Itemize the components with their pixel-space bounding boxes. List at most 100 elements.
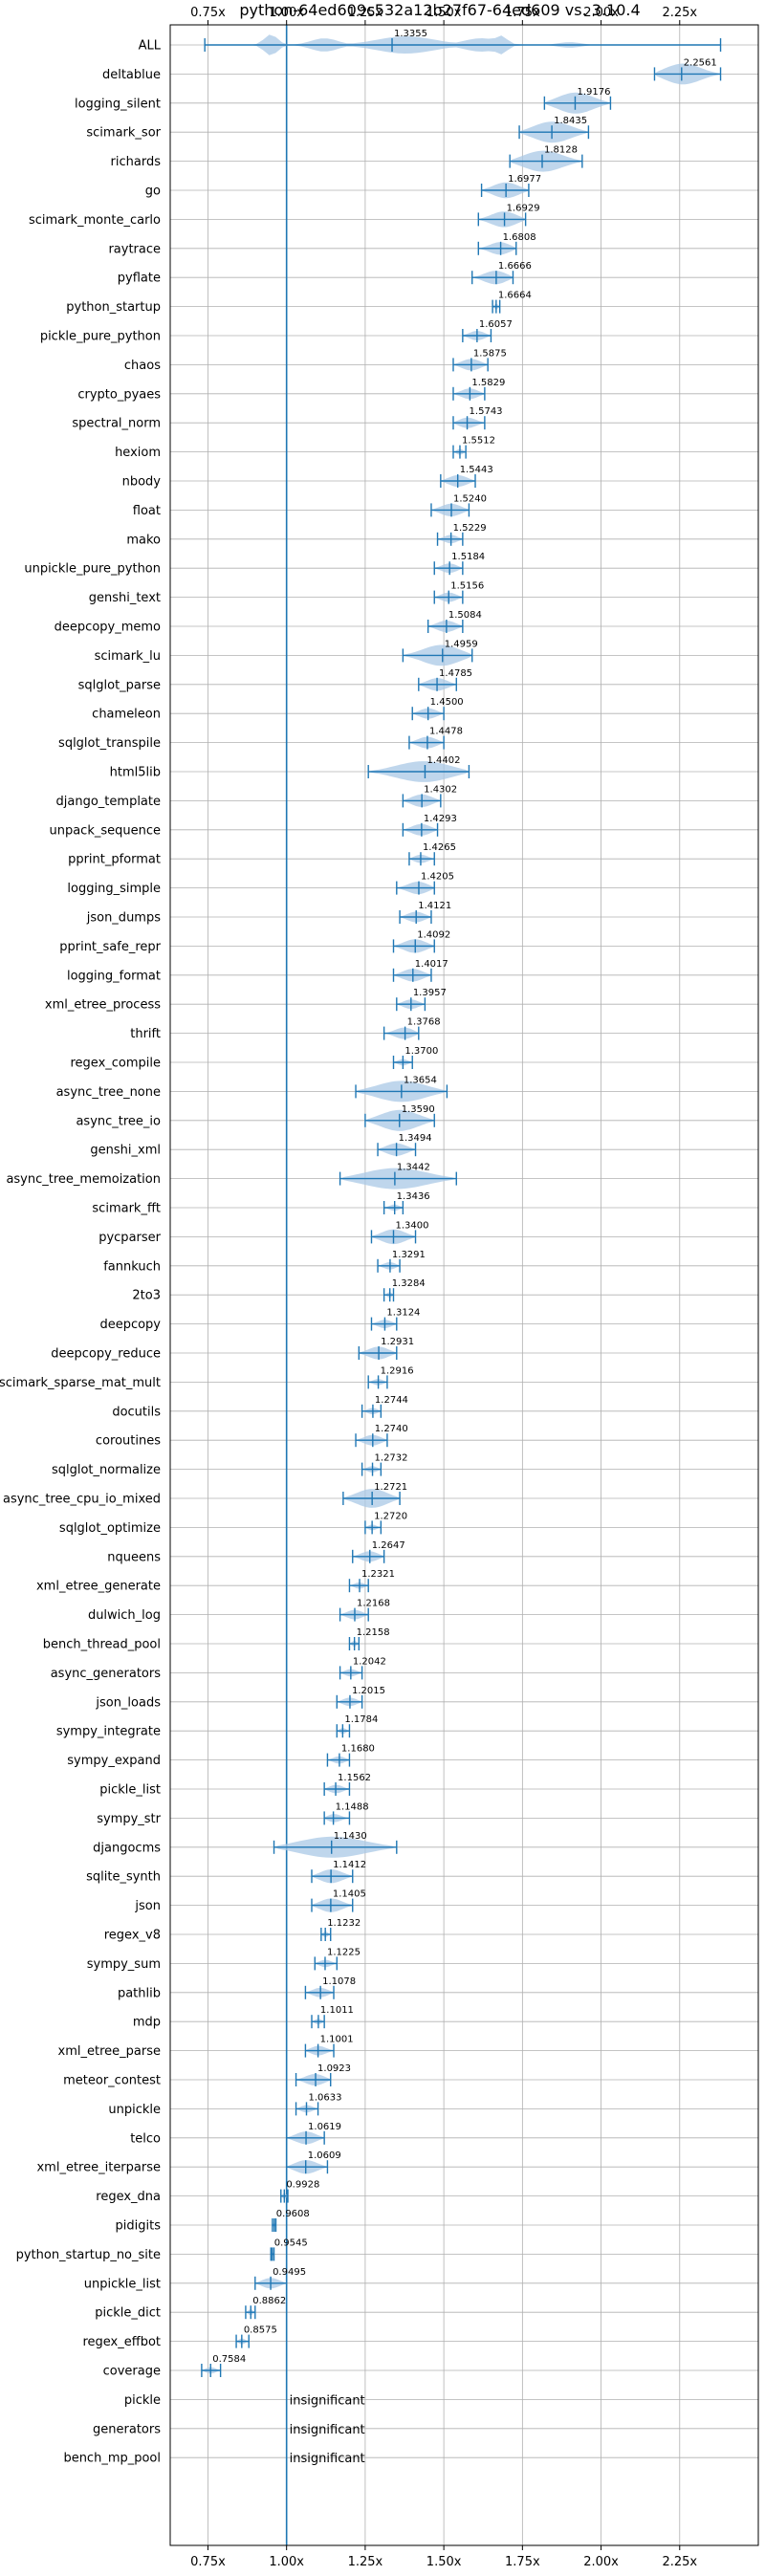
violin-pyflate: 1.6666 [471,261,532,285]
benchmark-label: pathlib [118,1986,161,2000]
benchmark-label: pickle_dict [95,2306,161,2321]
x-tick-label-top: 1.00x [269,6,304,20]
plot-frame [169,24,759,2546]
value-label: 1.2916 [381,1365,414,1376]
violin-pickle_list: 1.1562 [323,1773,371,1796]
value-label: 0.9928 [286,2180,319,2191]
violin-pickle_pure_python: 1.6057 [462,319,513,342]
benchmark-label: logging_format [67,969,161,983]
violin-regex_dna: 0.9928 [280,2180,319,2203]
value-label: 1.2744 [375,1395,408,1406]
benchmark-label: 2to3 [132,1289,161,1303]
value-label: 1.6977 [508,174,541,185]
value-label: 1.1011 [320,2005,354,2016]
violin-sympy_str: 1.1488 [323,1801,369,1825]
benchmark-labels: ALL deltablue logging_silent scimark_sorric… [0,39,162,2466]
violin-json_dumps: 1.4121 [399,901,451,924]
benchmark-label: scimark_sor [86,126,161,141]
value-label: 1.2647 [372,1540,405,1551]
value-label: 1.3291 [392,1250,426,1260]
benchmark-label: go [145,185,161,199]
violin-deepcopy_memo: 1.5084 [426,610,482,633]
benchmark-label: fannkuch [103,1259,161,1274]
benchmark-label: nbody [122,475,162,490]
benchmark-label: bench_mp_pool [63,2452,161,2466]
benchmark-label: django_template [56,795,161,809]
value-label: 1.6057 [479,319,513,330]
violin-xml_etree_parse: 1.1001 [304,2035,354,2058]
x-tick-label-bottom: 1.25x [348,2555,383,2569]
value-label: 1.4500 [430,697,464,708]
violin-telco: 1.0619 [285,2122,341,2145]
value-label: 1.1078 [322,1976,356,1987]
value-label: 1.2721 [374,1482,407,1493]
value-label: 1.3284 [392,1278,426,1289]
violin-chameleon: 1.4500 [411,697,464,721]
violin-json_loads: 1.2015 [336,1686,385,1709]
value-label: 1.5184 [451,552,485,562]
violin-async_tree_memoization: 1.3442 [339,1163,457,1190]
value-label: 1.4205 [421,872,454,883]
violin-regex_v8: 1.1232 [320,1918,361,1941]
benchmark-label: python_startup_no_site [16,2248,161,2262]
benchmark-label: chameleon [92,708,161,722]
benchmark-label: sympy_integrate [56,1725,161,1739]
benchmark-label: regex_compile [70,1057,161,1071]
benchmark-label: dulwich_log [88,1608,161,1623]
benchmark-label: docutils [112,1405,161,1419]
x-tick-label-bottom: 1.50x [426,2555,462,2569]
benchmark-label: json_loads [95,1695,161,1710]
value-label: 1.4785 [439,668,472,679]
value-label: 1.4121 [418,901,451,911]
benchmark-label: unpickle_list [84,2277,161,2291]
value-label: 1.6664 [498,291,532,301]
value-label: 1.1680 [341,1744,375,1755]
benchmark-label: pickle_list [99,1783,161,1798]
value-label: 1.1562 [338,1773,371,1783]
violin-pprint_pformat: 1.4265 [408,842,456,866]
value-label: 1.2015 [352,1686,385,1696]
violin-async_tree_cpu_io_mixed: 1.2721 [342,1482,407,1508]
benchmark-label: async_tree_none [56,1085,161,1100]
violin-docutils: 1.2744 [361,1395,408,1418]
value-label: 0.9608 [276,2209,310,2219]
violin-django_template: 1.4302 [402,784,457,808]
value-label: 1.3494 [399,1133,432,1144]
value-label: 1.4293 [424,814,457,824]
benchmark-label: crypto_pyaes [77,387,161,402]
violin-regex_effbot: 0.8575 [235,2325,277,2348]
value-label: 1.0619 [308,2122,341,2132]
benchmark-label: hexiom [115,446,161,460]
benchmark-label: mdp [133,2016,161,2030]
value-label: 0.9495 [273,2267,306,2278]
value-label: 1.4017 [415,959,448,970]
violin-pidigits: 0.9608 [272,2209,310,2232]
value-label: 1.5156 [450,581,484,592]
x-tick-label-top: 1.75x [505,6,540,20]
violin-scimark_fft: 1.3436 [382,1191,430,1214]
violin-xml_etree_process: 1.3957 [396,988,447,1012]
violin-json: 1.1405 [311,1889,366,1912]
violin-pickle_dict: 0.8862 [245,2296,286,2320]
benchmark-label: sympy_str [97,1812,161,1826]
benchmark-label: pprint_pformat [68,853,161,867]
x-tick-label-top: 2.25x [662,6,697,20]
value-label: 1.5229 [453,523,487,534]
value-label: 1.2720 [374,1511,407,1521]
chart-title: python-64ed609c532a12b27f67-64ed609 vs. … [239,1,640,19]
benchmark-label: unpickle_pure_python [24,562,161,577]
violin-mako: 1.5229 [436,523,487,546]
violin-meteor_contest: 1.0923 [295,2063,351,2086]
violin-async_generators: 1.2042 [339,1656,386,1680]
value-label: 1.3124 [386,1308,420,1319]
benchmark-label: xml_etree_process [45,998,161,1013]
x-tick-label-bottom: 2.00x [583,2555,619,2569]
value-label: 1.3436 [397,1191,430,1202]
benchmark-label: spectral_norm [72,417,161,431]
violin-html5lib: 1.4402 [367,755,470,782]
benchmark-label: pickle [124,2393,161,2408]
benchmark-label: sqlglot_transpile [58,736,161,751]
violin-richards: 1.8128 [509,145,583,172]
value-label: 1.1001 [320,2035,354,2045]
benchmark-label: json [134,1899,161,1913]
